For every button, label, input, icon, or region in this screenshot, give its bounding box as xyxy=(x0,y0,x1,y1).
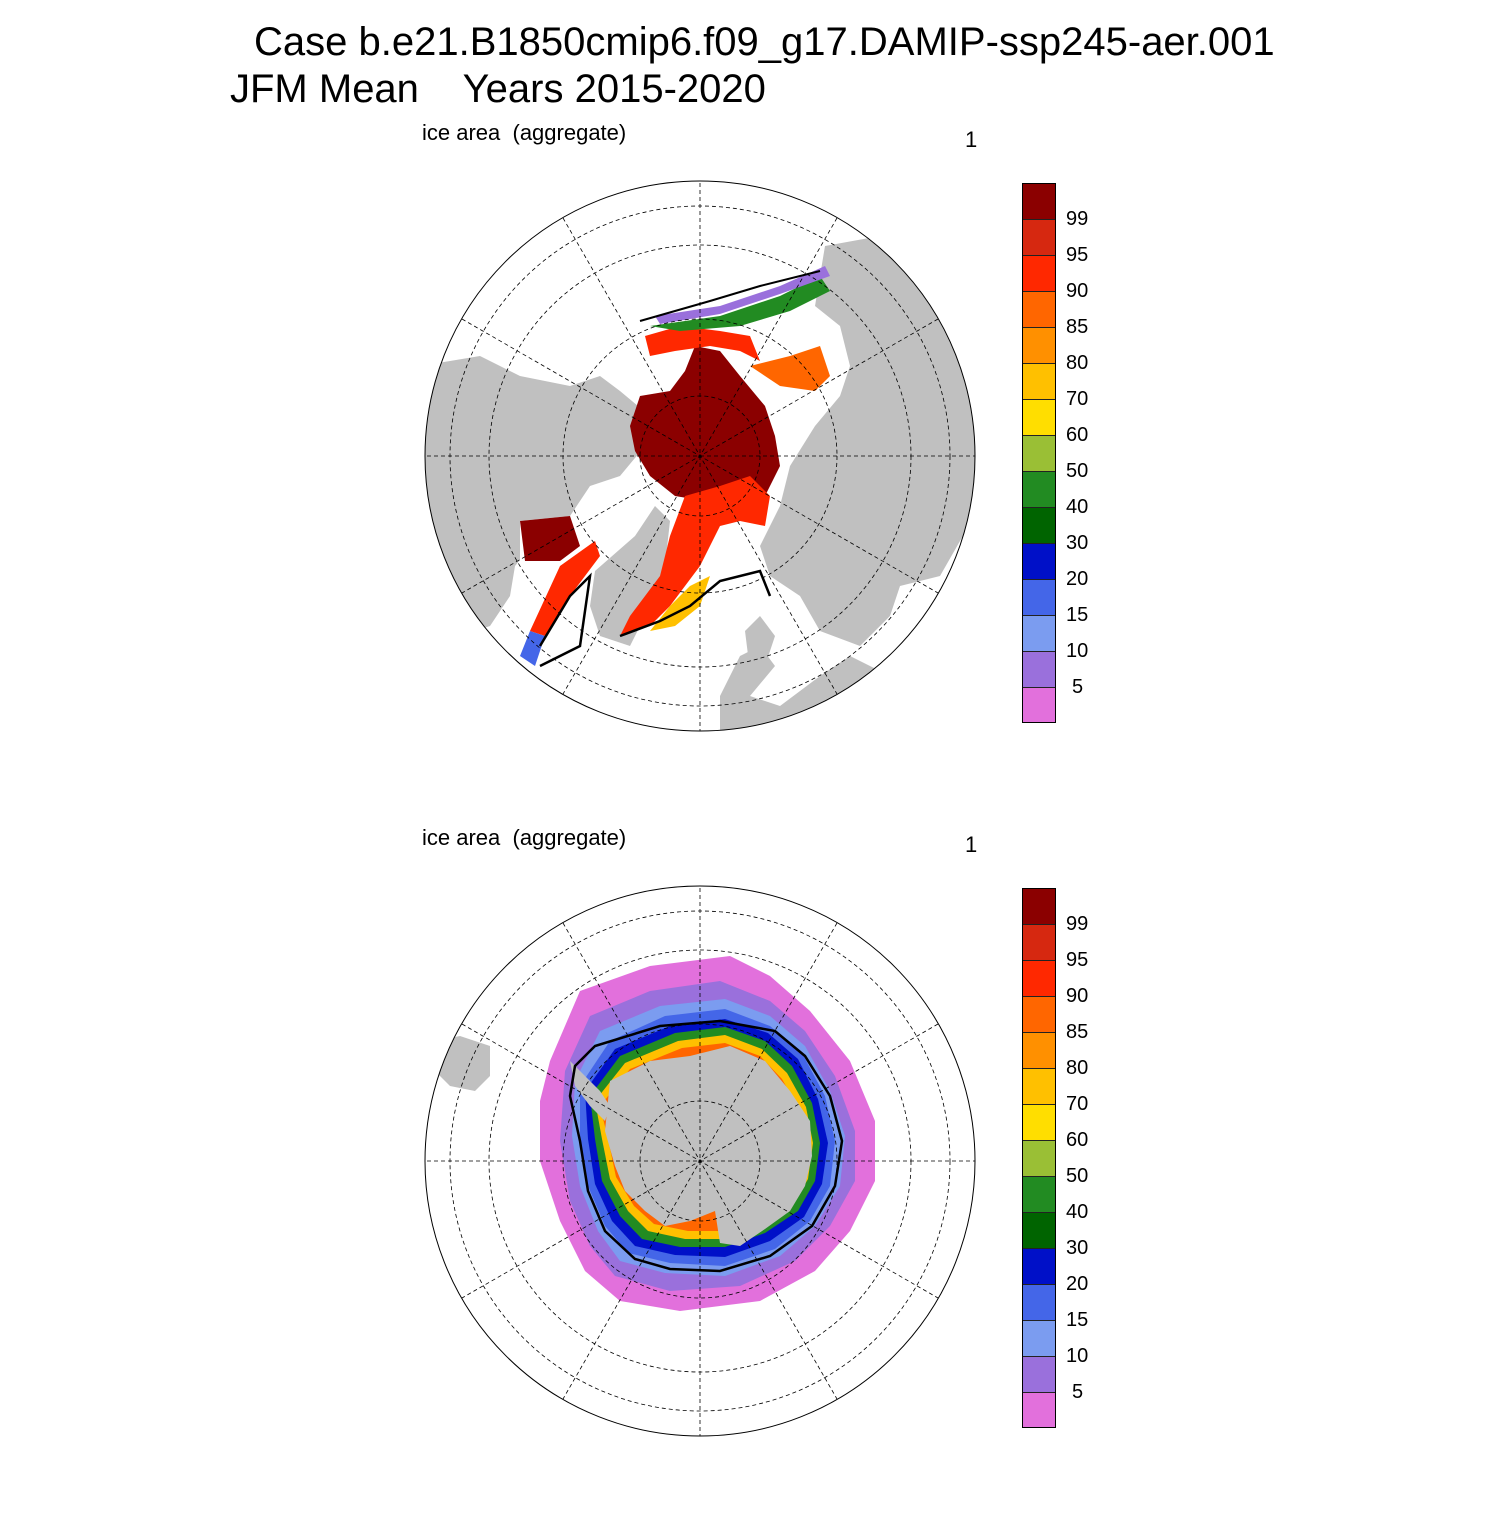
colorbar-segment xyxy=(1023,436,1055,472)
ice-edge-line xyxy=(538,569,772,668)
colorbar-tick-label: 70 xyxy=(1066,1093,1089,1115)
colorbar-tick-label: 50 xyxy=(1066,1165,1089,1187)
graticule xyxy=(425,886,975,1436)
colorbar-segment xyxy=(1023,652,1055,688)
ice-edge-line-pacific xyxy=(639,270,821,322)
colorbar-segment xyxy=(1023,184,1055,220)
colorbar-tick-label: 15 xyxy=(1066,1309,1089,1331)
colorbar-segment xyxy=(1023,1105,1055,1141)
colorbar-tick-label: 10 xyxy=(1066,640,1089,662)
land-siberia xyxy=(760,236,975,646)
arctic-map xyxy=(424,180,976,732)
colorbar-tick-label: 80 xyxy=(1066,352,1089,374)
colorbar-segment xyxy=(1023,544,1055,580)
colorbar-segment xyxy=(1023,1285,1055,1321)
panel-north-units-label: 1 xyxy=(965,127,978,152)
colorbar-south: 5 10 15 20 30 40 50 60 70 80 85 90 95 99 xyxy=(1022,888,1102,1428)
colorbar-tick-label: 60 xyxy=(1066,1129,1089,1151)
map-boundary xyxy=(424,885,976,1437)
figure-title-line1: Case b.e21.B1850cmip6.f09_g17.DAMIP-ssp2… xyxy=(254,20,1275,64)
colorbar-segment xyxy=(1023,1033,1055,1069)
colorbar-north: 5 10 15 20 30 40 50 60 70 80 85 90 95 99 xyxy=(1022,183,1102,723)
colorbar-segment xyxy=(1023,889,1055,925)
colorbar-segment xyxy=(1023,925,1055,961)
colorbar-segment xyxy=(1023,508,1055,544)
ice-edge-line xyxy=(568,1019,844,1273)
colorbar-segment xyxy=(1023,580,1055,616)
colorbar-tick-label: 30 xyxy=(1066,532,1089,554)
panel-south-units-label: 1 xyxy=(965,832,978,857)
colorbar-tick-label: 5 xyxy=(1072,1381,1084,1403)
colorbar-tick-label: 30 xyxy=(1066,1237,1089,1259)
land-antarctic-peninsula xyxy=(570,1061,610,1121)
colorbar-tick-label: 99 xyxy=(1066,208,1089,230)
colorbar-tick-label: 99 xyxy=(1066,913,1089,935)
sea-ice-bering xyxy=(645,326,760,361)
sea-ice-okhotsk xyxy=(750,346,830,391)
colorbar-tick-label: 60 xyxy=(1066,424,1089,446)
colorbar-tick-label: 70 xyxy=(1066,388,1089,410)
colorbar-tick-label: 50 xyxy=(1066,460,1089,482)
sea-ice-barents-high xyxy=(620,476,770,636)
colorbar-segment xyxy=(1023,1177,1055,1213)
sea-ice-pacific-edge xyxy=(655,266,830,324)
sea-ice-central-arctic xyxy=(630,346,780,506)
colorbar-tick-label: 5 xyxy=(1072,676,1084,698)
colorbar-tick-label: 85 xyxy=(1066,316,1089,338)
colorbar-tick-label: 95 xyxy=(1066,244,1089,266)
colorbar-segment xyxy=(1023,1213,1055,1249)
colorbar-tick-label: 10 xyxy=(1066,1345,1089,1367)
colorbar-segment xyxy=(1023,616,1055,652)
panel-north: ice area (aggregate) 1 xyxy=(0,110,1500,810)
land-greenland xyxy=(590,506,670,646)
sea-ice-baffin-high xyxy=(530,541,600,636)
colorbar-segment xyxy=(1023,1249,1055,1285)
colorbar-tick-label: 80 xyxy=(1066,1057,1089,1079)
land-north-america xyxy=(425,356,650,636)
colorbar-segment xyxy=(1023,1393,1055,1427)
colorbar-segment xyxy=(1023,472,1055,508)
colorbar-tick-label: 40 xyxy=(1066,1201,1089,1223)
colorbar-segment xyxy=(1023,328,1055,364)
colorbar-segment xyxy=(1023,256,1055,292)
graticule xyxy=(425,181,975,731)
colorbar-segment xyxy=(1023,1357,1055,1393)
colorbar-tick-label: 90 xyxy=(1066,985,1089,1007)
colorbar-tick-label: 20 xyxy=(1066,568,1089,590)
land-scandinavia xyxy=(745,616,775,671)
sea-ice-baffin-edge xyxy=(520,631,545,666)
colorbar-box xyxy=(1022,183,1056,723)
colorbar-box xyxy=(1022,888,1056,1428)
colorbar-segment xyxy=(1023,961,1055,997)
colorbar-tick-label: 85 xyxy=(1066,1021,1089,1043)
colorbar-tick-label: 20 xyxy=(1066,1273,1089,1295)
colorbar-segment xyxy=(1023,364,1055,400)
panel-south-variable-label: ice area (aggregate) xyxy=(422,825,627,850)
colorbar-segment xyxy=(1023,997,1055,1033)
colorbar-tick-label: 95 xyxy=(1066,949,1089,971)
colorbar-segment xyxy=(1023,292,1055,328)
panel-north-variable-label: ice area (aggregate) xyxy=(422,120,627,145)
colorbar-segment xyxy=(1023,688,1055,722)
map-content xyxy=(425,181,975,731)
colorbar-segment xyxy=(1023,1141,1055,1177)
sea-ice-hudson-bay xyxy=(520,516,580,561)
colorbar-segment xyxy=(1023,220,1055,256)
colorbar-segment xyxy=(1023,400,1055,436)
colorbar-tick-label: 90 xyxy=(1066,280,1089,302)
colorbar-tick-label: 15 xyxy=(1066,604,1089,626)
panel-south: ice area (aggregate) 1 xyxy=(0,815,1500,1515)
colorbar-tick-label: 40 xyxy=(1066,496,1089,518)
map-boundary xyxy=(424,180,976,732)
colorbar-segment xyxy=(1023,1321,1055,1357)
antarctic-map xyxy=(424,885,976,1437)
map-content xyxy=(425,886,975,1436)
colorbar-segment xyxy=(1023,1069,1055,1105)
figure-title-line2: JFM Mean Years 2015-2020 xyxy=(230,67,766,111)
